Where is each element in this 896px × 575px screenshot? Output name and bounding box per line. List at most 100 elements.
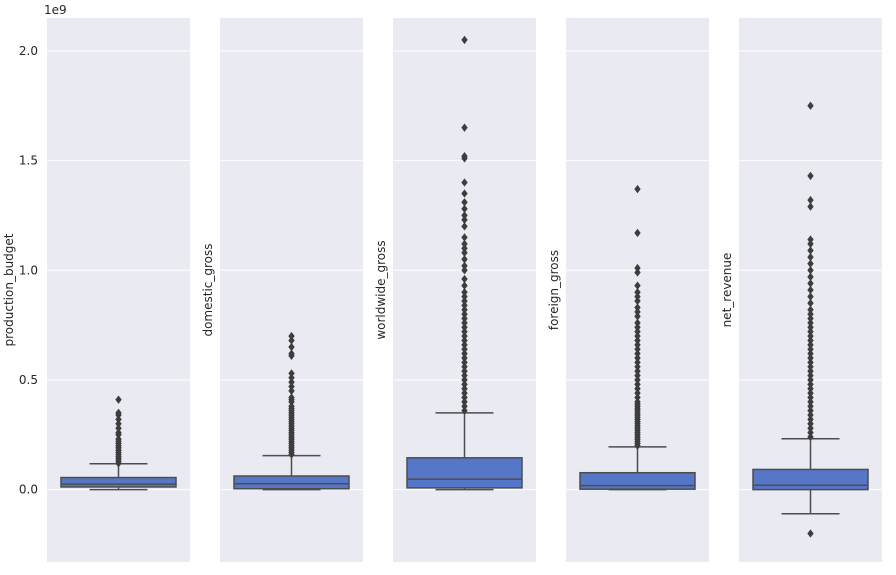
outlier-point [807,384,814,393]
outlier-point [115,428,122,437]
y-axis-label: production_budget [2,233,16,346]
y-axis-label: net_revenue [720,253,734,328]
outlier-point [807,331,814,341]
outlier-point [288,349,295,358]
outlier-point [461,301,468,310]
outlier-point [807,272,814,281]
outlier-point [634,375,641,385]
outlier-point [461,189,468,198]
y-tick-label: 1.0 [19,263,38,277]
iqr-box [60,476,177,488]
outlier-point [461,215,468,224]
outlier-point [288,377,295,387]
outlier-point [634,307,641,317]
outlier-point [461,371,468,380]
outlier-point [288,336,295,345]
outlier-point [461,281,468,290]
y-tick-label: 1.5 [19,154,38,168]
outlier-point [461,288,468,297]
outlier-point [634,296,641,306]
outlier-point [461,393,468,402]
outlier-point [807,252,814,262]
outlier-point [807,428,814,437]
outlier-point [634,384,641,393]
outlier-point [461,349,468,358]
outlier-point [461,323,468,332]
outlier-point [461,340,468,349]
outlier-point [634,303,641,312]
outlier-point [807,397,814,407]
outlier-point [807,309,814,319]
y-tick-label: 2.0 [19,44,38,58]
outlier-point [461,388,468,398]
outlier-point [634,349,641,358]
outlier-point [461,222,468,231]
iqr-box [752,468,869,491]
outlier-point [807,235,814,244]
outlier-point [288,342,295,352]
outlier-point [634,268,641,277]
outlier-point [115,424,122,433]
y-axis-offset-label: 1e9 [44,3,67,17]
outlier-point [461,327,468,336]
outlier-point [807,406,814,415]
outlier-point [461,178,468,187]
outlier-point [807,340,814,349]
outlier-point [288,331,295,341]
outlier-point [288,402,295,411]
outlier-point [634,312,641,321]
outlier-point [461,305,468,314]
outlier-point [807,371,814,380]
outlier-point [288,369,295,378]
outlier-point [634,345,641,354]
outlier-point [461,211,468,220]
outlier-point [461,204,468,213]
outlier-point [634,281,641,290]
outlier-point [634,292,641,301]
outlier-point [461,198,468,207]
outlier-point [461,406,468,415]
outlier-point [807,424,814,433]
outlier-point [807,171,814,181]
outlier-point [634,380,641,389]
outlier-point [461,233,468,242]
iqr-box [579,471,696,490]
outlier-point [634,288,641,297]
outlier-point [807,432,814,442]
outlier-point [634,184,641,194]
outlier-point [807,336,814,345]
outlier-point [807,327,814,336]
outlier-point [288,373,295,382]
outlier-point [461,380,468,389]
outlier-point [807,305,814,314]
iqr-box [406,457,523,489]
outlier-point [115,415,122,424]
outlier-point [461,318,468,328]
outlier-point [634,340,641,349]
outlier-point [461,375,468,385]
outlier-point [461,255,468,264]
outlier-point [807,367,814,376]
outlier-point [634,327,641,336]
outlier-point [807,202,814,211]
outlier-point [807,314,814,323]
outlier-point [634,318,641,328]
outlier-point [461,362,468,371]
outlier-point [461,248,468,257]
outlier-point [807,419,814,428]
outlier-point [461,35,468,45]
outlier-point [807,393,814,402]
y-tick-label: 0.5 [19,373,38,387]
outlier-point [461,239,468,249]
outlier-point [634,336,641,345]
outlier-point [634,362,641,371]
outlier-point [807,410,814,420]
outlier-point [807,529,814,538]
y-axis-label: foreign_gross [547,250,561,330]
outlier-point [461,331,468,341]
outlier-point [461,353,468,363]
outlier-point [461,152,468,161]
outlier-point [807,246,814,255]
outlier-point [461,123,468,132]
outlier-point [807,101,814,110]
